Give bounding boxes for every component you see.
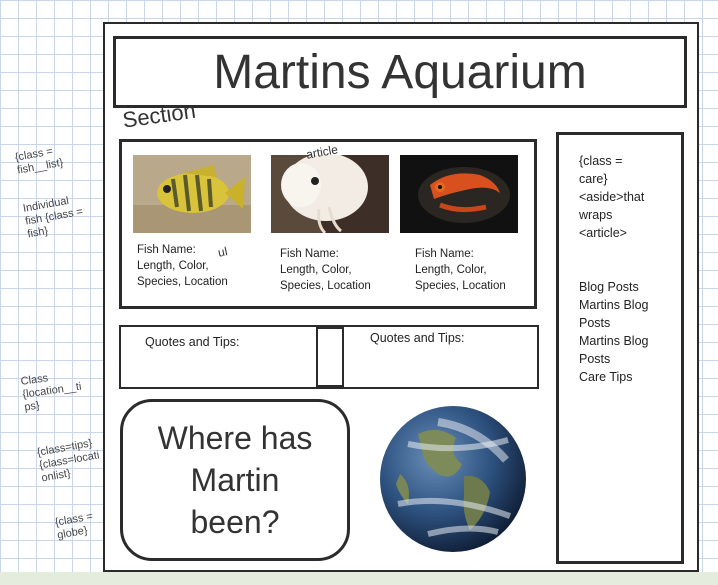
globe-icon [380,406,526,552]
page-title: Martins Aquarium [113,36,687,108]
white-fish-picture [271,155,389,233]
fish-image-2 [271,155,389,233]
footer-strip [0,572,718,585]
note-location-tips: Class {location__ti ps} [20,372,83,414]
globe[interactable] [378,404,528,554]
yellow-fish-picture [133,155,251,233]
fish-caption-1: Fish Name: Length, Color, Species, Locat… [137,244,228,288]
aside-care [556,132,684,564]
fish-caption-2: Fish Name: Length, Color, Species, Locat… [280,248,371,292]
tips-label-right: Quotes and Tips: [370,331,465,345]
location-heading-box: Where has Martin been? [120,399,350,561]
tips-label-left: Quotes and Tips: [145,335,240,349]
fish-image-3 [400,155,518,233]
note-tips-list: {class=tips} {class=locati onlist} [36,437,101,485]
note-fish-list: {class = fish__list} [14,145,65,177]
tips-divider [316,327,344,387]
aside-description: {class = care} <aside>that wraps <articl… [579,154,645,240]
note-globe: {class = globe} [54,510,94,542]
aside-links[interactable]: Blog Posts Martins Blog Posts Martins Bl… [579,280,649,384]
oscar-fish-picture [400,155,518,233]
location-heading: Where has Martin been? [157,420,313,540]
fish-caption-3: Fish Name: Length, Color, Species, Locat… [415,248,506,292]
note-individual-fish: Individual fish {class = fish} [22,194,84,241]
fish-image-1 [133,155,251,233]
